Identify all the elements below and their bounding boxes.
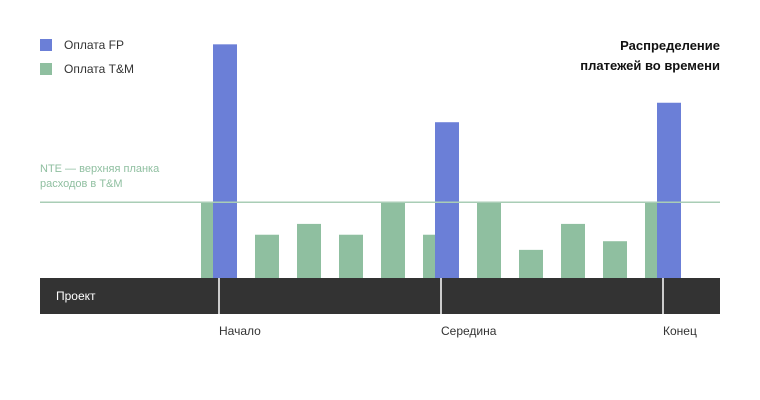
- chart-title: Распределение платежей во времени: [580, 38, 720, 73]
- nte-label-line: NTE — верхняя планка: [40, 163, 160, 175]
- milestone-label: Начало: [219, 324, 261, 338]
- nte-threshold-label: NTE — верхняя планка расходов в T&M: [40, 163, 160, 190]
- nte-label-line: расходов в T&M: [40, 178, 123, 190]
- project-timeline-label: Проект: [56, 289, 96, 303]
- timeline-milestones: Начало Середина Конец: [218, 278, 697, 338]
- legend-label-fp: Оплата FP: [64, 38, 124, 52]
- fp-bar: [435, 122, 459, 278]
- tm-bar: [339, 234, 363, 278]
- project-timeline-bar: [40, 278, 720, 314]
- fp-bar: [657, 102, 681, 278]
- tm-bar: [519, 249, 543, 278]
- milestone-label: Середина: [441, 324, 497, 338]
- chart-title-line: Распределение: [620, 38, 720, 53]
- fp-bar: [213, 44, 237, 279]
- tm-bar: [561, 223, 585, 278]
- legend-label-tm: Оплата T&M: [64, 62, 134, 76]
- tm-bar: [603, 241, 627, 278]
- milestone-label: Конец: [663, 324, 697, 338]
- tm-bar: [477, 202, 501, 278]
- fp-payment-bars: [213, 44, 681, 279]
- chart-title-line: платежей во времени: [580, 58, 720, 73]
- tm-bar: [297, 223, 321, 278]
- chart-legend: Оплата FP Оплата T&M: [40, 38, 134, 76]
- tm-bar: [381, 202, 405, 278]
- legend-swatch-fp: [40, 39, 52, 51]
- tm-bar: [255, 234, 279, 278]
- legend-swatch-tm: [40, 63, 52, 75]
